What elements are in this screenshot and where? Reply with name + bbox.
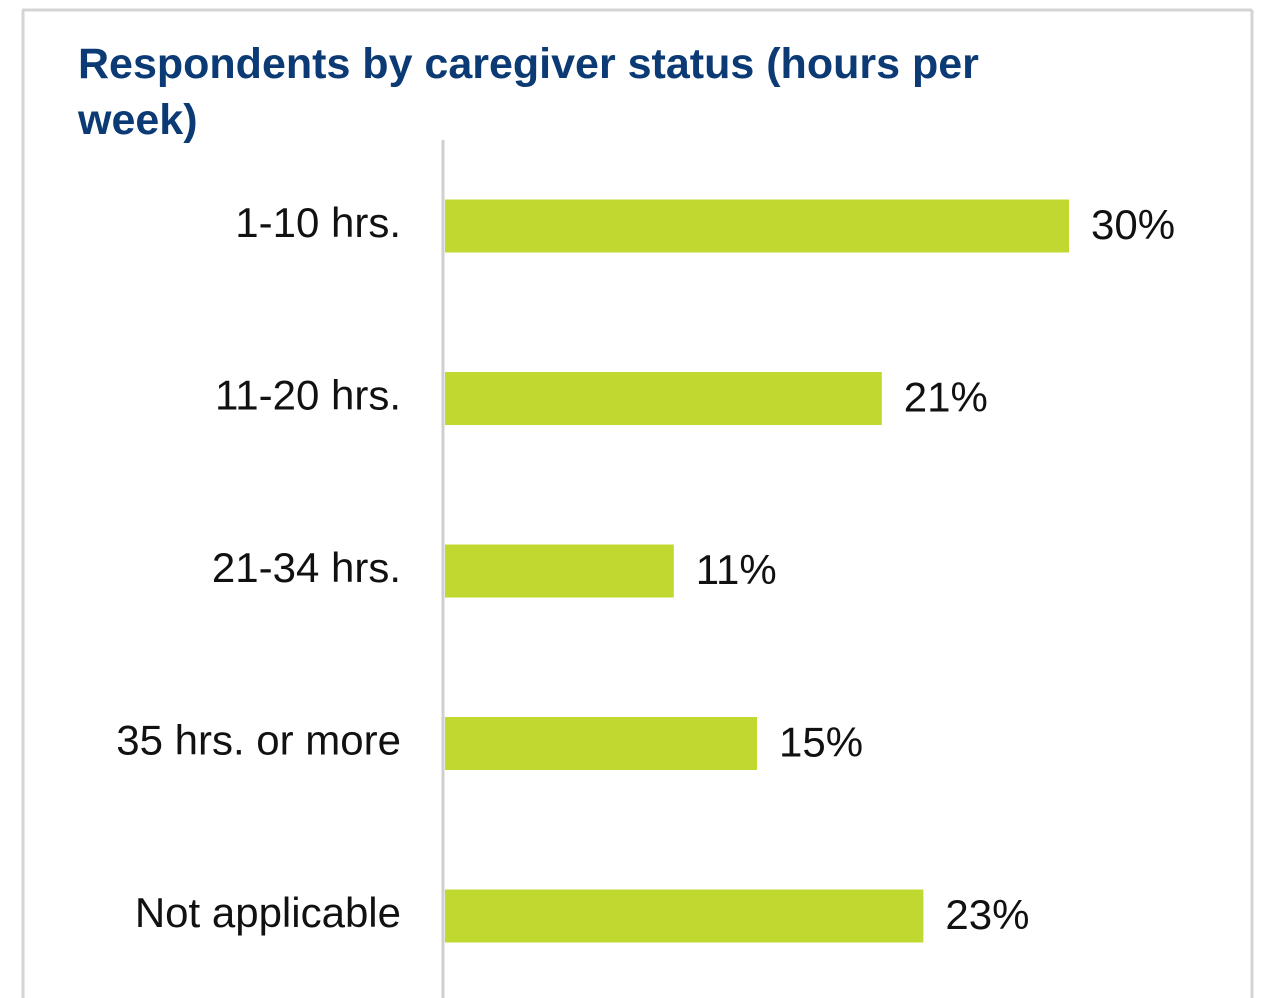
category-label: 1-10 hrs. <box>235 199 401 246</box>
value-label: 15% <box>779 719 863 766</box>
category-label: Not applicable <box>135 889 401 936</box>
value-label: 30% <box>1091 201 1175 248</box>
value-label: 21% <box>904 374 988 421</box>
bar <box>445 544 674 598</box>
bar <box>445 199 1069 253</box>
category-label: 35 hrs. or more <box>116 717 401 764</box>
chart-title: Respondents by caregiver status (hours p… <box>78 40 979 144</box>
bar <box>445 889 924 943</box>
value-label: 23% <box>945 891 1029 938</box>
category-label: 21-34 hrs. <box>212 544 401 591</box>
bar <box>445 372 882 425</box>
bar <box>445 717 757 770</box>
value-label: 11% <box>696 546 777 593</box>
category-label: 11-20 hrs. <box>215 372 401 419</box>
